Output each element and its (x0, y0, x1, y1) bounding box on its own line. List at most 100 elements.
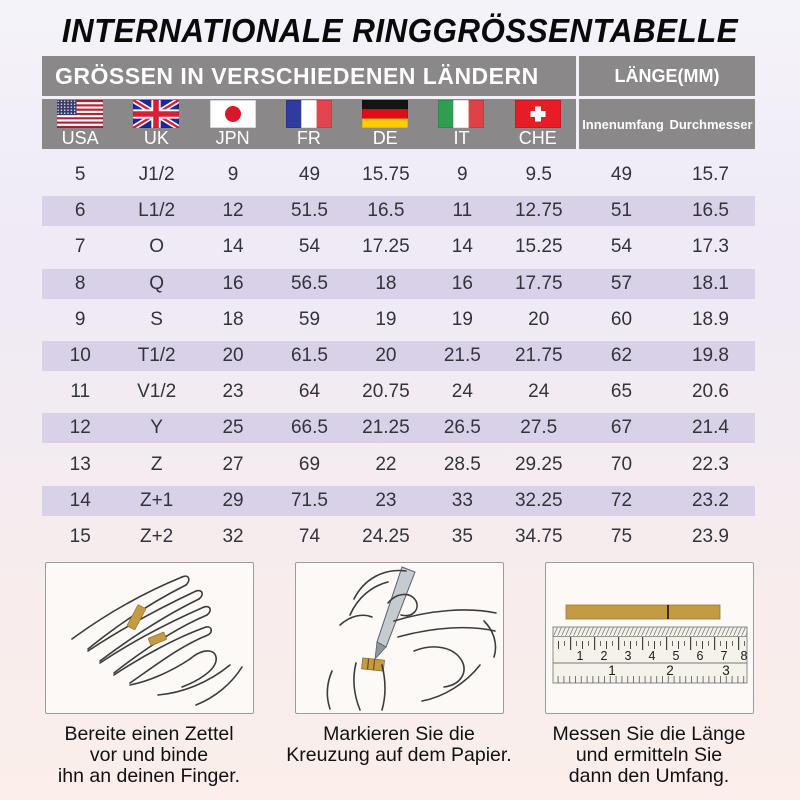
caption-line: Messen Sie die Länge (552, 723, 746, 746)
table-cell: 15 (69, 525, 91, 547)
hand-marking-finger-illustration (326, 566, 497, 711)
table-cell: 20 (222, 345, 244, 367)
diameter-label: Durchmesser (669, 116, 753, 132)
table-cell: 49 (610, 164, 633, 186)
table-cell: 5 (74, 164, 86, 186)
illustration-box: 1 2 3 4 5 6 7 8 1 2 3 (545, 562, 754, 715)
header-vertical-divider (576, 56, 579, 96)
table-cell: 9 (227, 164, 239, 186)
country-column-jpn: JPN (195, 99, 271, 149)
table-cell: 11 (452, 200, 473, 222)
table-cell: 75 (610, 525, 633, 547)
ring-size-table: GRÖSSEN IN VERSCHIEDENEN LÄNDERN LÄNGE(M… (42, 56, 755, 555)
ruler-number: 2 (601, 649, 608, 663)
table-row: 15 Z+2 32 74 24.25 35 34.75 75 23.9 (42, 519, 755, 555)
table-cell: 18.9 (691, 308, 729, 330)
table-row: 9 S 18 59 19 19 20 60 18.9 (42, 302, 755, 338)
table-cell: 21.75 (514, 345, 563, 367)
table-cell: 20 (528, 308, 550, 330)
caption-line: Bereite einen Zettel (64, 723, 234, 746)
table-cell: Y (150, 417, 163, 439)
table-cell: 25 (222, 417, 244, 439)
caption-line: dann den Umfang. (568, 765, 730, 788)
table-cell: 8 (74, 272, 86, 294)
table-cell: 16 (451, 272, 473, 294)
table-cell: 70 (610, 453, 633, 475)
table-row: 7 O 14 54 17.25 14 15.25 54 17.3 (42, 229, 755, 265)
illustration-box (295, 562, 504, 715)
country-column-it: IT (423, 99, 499, 149)
ruler-number: 6 (697, 649, 704, 663)
table-cell: 24 (528, 381, 550, 403)
table-cell: 17.25 (362, 236, 410, 258)
table-cell: L1/2 (138, 200, 176, 222)
table-cell: Z+1 (139, 489, 174, 511)
table-cell: 23 (222, 381, 244, 403)
table-cell: 16.5 (367, 200, 405, 222)
page-title: INTERNATIONALE RINGGRÖSSENTABELLE (61, 12, 739, 49)
table-cell: 49 (298, 164, 321, 186)
caption-line: Kreuzung auf dem Papier. (286, 744, 512, 767)
country-code: JPN (215, 128, 250, 148)
table-cell: 18.1 (691, 272, 729, 294)
instruction-caption: Markieren Sie die Kreuzung auf dem Papie… (278, 724, 520, 766)
flag-header-row: USA UK (42, 99, 755, 149)
table-cell: 51 (610, 200, 633, 222)
table-cell: 22 (375, 453, 397, 475)
table-cell: 21.5 (443, 345, 481, 367)
ruler-number: 8 (741, 649, 748, 663)
table-cell: 19.8 (691, 345, 729, 367)
table-cell: 16.5 (691, 200, 729, 222)
table-cell: 14 (451, 236, 473, 258)
table-cell: 19 (451, 308, 473, 330)
country-code: UK (143, 128, 169, 148)
table-cell: 20.75 (362, 381, 410, 403)
table-cell: 19 (375, 308, 397, 330)
table-cell: 34.75 (514, 525, 563, 547)
table-cell: 7 (74, 236, 86, 258)
table-cell: 18 (375, 272, 397, 294)
instruction-caption: Bereite einen Zettel vor und binde ihn a… (28, 724, 270, 787)
table-cell: 10 (69, 345, 91, 367)
figure-prepare-strip: Bereite einen Zettel vor und binde ihn a… (45, 562, 254, 787)
france-flag-icon (285, 100, 332, 128)
country-column-usa: USA (42, 99, 118, 149)
table-cell: 12.75 (514, 200, 563, 222)
table-cell: 64 (298, 381, 321, 403)
illustration-box (45, 562, 254, 715)
table-cell: 23.9 (691, 525, 729, 547)
table-cell: 62 (610, 345, 633, 367)
ruler-illustration: 1 2 3 4 5 6 7 8 1 2 3 (552, 604, 748, 684)
table-cell: O (149, 236, 165, 258)
figure-measure-length: 1 2 3 4 5 6 7 8 1 2 3 (545, 562, 754, 787)
table-cell: 20 (375, 345, 397, 367)
table-cell: 17.75 (514, 272, 563, 294)
table-cell: 57 (610, 272, 633, 294)
country-column-uk: UK (118, 99, 194, 149)
country-column-de: DE (347, 99, 423, 149)
table-cell: 29 (222, 489, 244, 511)
table-row: 13 Z 27 69 22 28.5 29.25 70 22.3 (42, 447, 755, 483)
table-cell: Z (150, 453, 163, 475)
caption-line: vor und binde (89, 744, 209, 767)
ruler-number: 1 (608, 663, 616, 678)
table-cell: 32 (222, 525, 244, 547)
ruler-number: 4 (649, 649, 656, 663)
ruler-number: 3 (722, 663, 730, 678)
table-cell: 61.5 (290, 345, 328, 367)
country-code: IT (453, 128, 470, 148)
ruler-number: 1 (577, 649, 584, 663)
table-cell: 56.5 (290, 272, 328, 294)
japan-flag-icon (209, 100, 256, 128)
hand-with-paper-strip-illustration (71, 575, 243, 706)
table-cell: 11 (70, 381, 91, 403)
table-cell: 22.3 (691, 453, 729, 475)
table-cell: S (150, 308, 163, 330)
table-cell: 16 (222, 272, 244, 294)
length-columns: Innenumfang Durchmesser (579, 99, 755, 149)
table-row: 14 Z+1 29 71.5 23 33 32.25 72 23.2 (42, 482, 755, 519)
table-cell: 24 (451, 381, 473, 403)
table-cell: 13 (69, 453, 91, 475)
caption-line: und ermitteln Sie (575, 744, 723, 767)
